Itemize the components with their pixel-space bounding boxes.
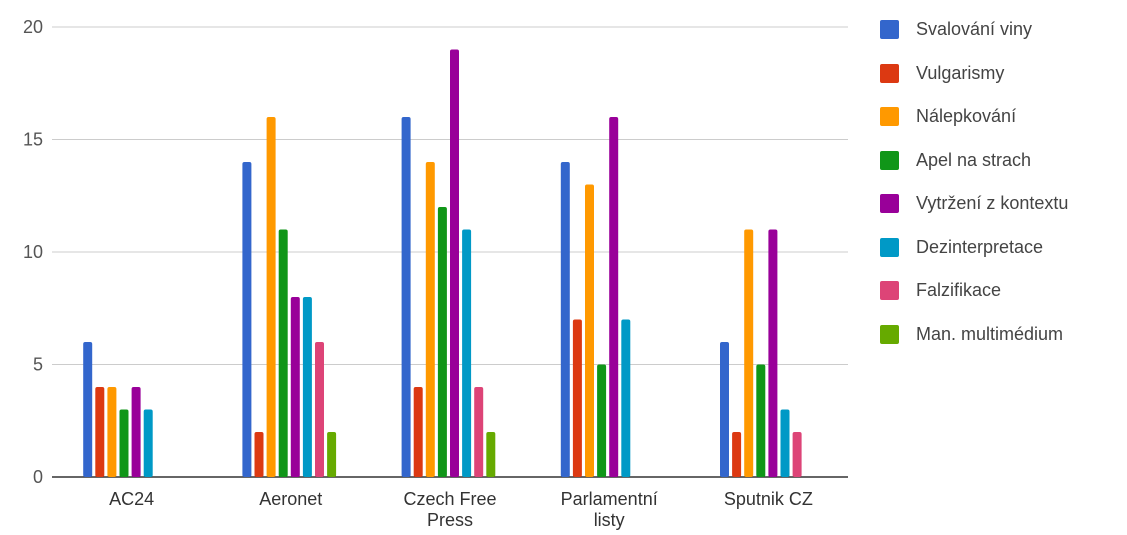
bar <box>278 229 288 477</box>
bar <box>450 49 459 477</box>
bar <box>302 297 312 477</box>
legend-item: Svalování viny <box>880 8 1068 52</box>
bar <box>486 432 496 477</box>
legend-item: Vytržení z kontextu <box>880 182 1068 226</box>
legend-swatch <box>880 107 899 127</box>
bar <box>720 342 729 477</box>
chart-legend: Svalování viny Vulgarismy Nálepkování Apel … <box>880 8 1068 356</box>
legend-item: Vulgarismy <box>880 52 1068 96</box>
bar <box>560 162 570 477</box>
x-category-label: Aeronet <box>259 489 322 509</box>
bar <box>143 409 153 477</box>
bar <box>756 364 766 477</box>
bar <box>290 297 300 477</box>
bar <box>315 342 324 477</box>
legend-swatch <box>880 324 899 344</box>
bar <box>780 409 790 477</box>
legend-label: Dezinterpretace <box>916 236 1044 257</box>
bar <box>95 387 105 477</box>
legend-label: Nálepkování <box>916 106 1017 127</box>
bar <box>572 319 582 477</box>
x-category-label: listy <box>594 510 625 530</box>
bar <box>792 432 802 477</box>
legend-label: Apel na strach <box>916 149 1032 170</box>
legend-swatch <box>880 237 899 257</box>
legend-item: Dezinterpretace <box>880 226 1068 270</box>
legend-swatch <box>880 63 899 83</box>
bar <box>462 229 472 477</box>
legend-label: Vytržení z kontextu <box>916 193 1069 214</box>
legend-item: Man. multimédium <box>880 313 1068 357</box>
legend-swatch <box>880 150 899 170</box>
bar <box>768 229 778 477</box>
legend-item: Apel na strach <box>880 139 1068 183</box>
bar <box>621 319 631 477</box>
legend-swatch <box>880 20 899 40</box>
bar <box>609 117 619 477</box>
x-category-label: AC24 <box>109 489 154 509</box>
y-tick-label: 0 <box>33 467 43 487</box>
bar <box>425 162 435 477</box>
legend-label: Falzifikace <box>916 280 1002 301</box>
legend-swatch <box>880 194 899 214</box>
bar <box>131 387 141 477</box>
bar <box>107 387 117 477</box>
legend-label: Svalování viny <box>916 19 1033 40</box>
legend-label: Man. multimédium <box>916 323 1064 344</box>
x-category-label: Press <box>427 510 473 530</box>
y-tick-label: 20 <box>23 17 43 37</box>
bar <box>744 229 754 477</box>
x-category-label: Czech Free <box>403 489 496 509</box>
y-tick-label: 15 <box>23 130 43 150</box>
bar <box>83 342 93 477</box>
bar <box>585 184 594 477</box>
bar <box>254 432 264 477</box>
x-category-label: Sputnik CZ <box>724 489 813 509</box>
x-category-label: Parlamentní <box>561 489 658 509</box>
bar <box>597 364 607 477</box>
legend-swatch <box>880 281 899 301</box>
y-tick-label: 5 <box>33 355 43 375</box>
bar <box>401 117 411 477</box>
bar <box>327 432 337 477</box>
legend-item: Nálepkování <box>880 95 1068 139</box>
bar <box>119 409 129 477</box>
bar <box>732 432 742 477</box>
bar <box>266 117 276 477</box>
legend-label: Vulgarismy <box>916 62 1005 83</box>
y-tick-label: 10 <box>23 242 43 262</box>
bar <box>242 162 252 477</box>
bar <box>413 387 423 477</box>
bar <box>474 387 484 477</box>
legend-item: Falzifikace <box>880 269 1068 313</box>
bar <box>437 207 447 477</box>
